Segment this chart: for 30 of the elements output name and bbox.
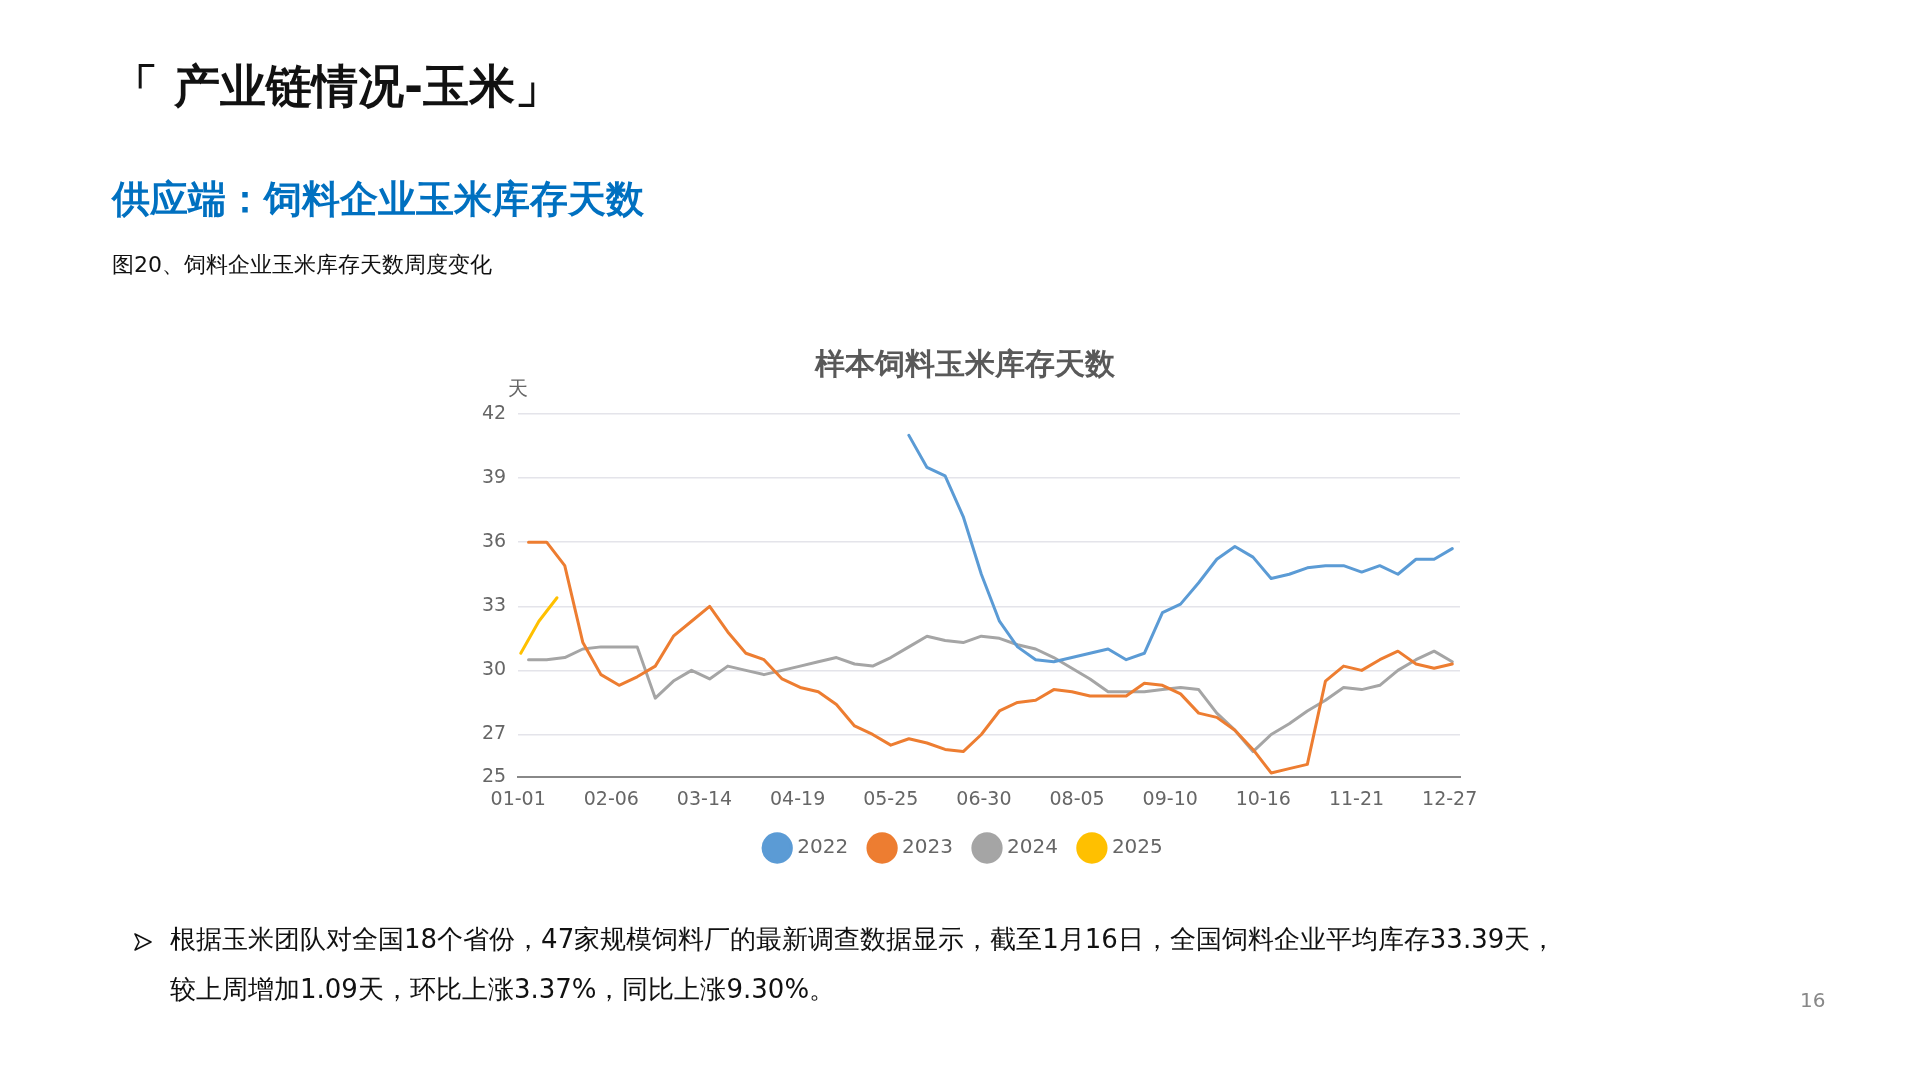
x-tick-label: 12-27 bbox=[1422, 786, 1478, 809]
y-tick-label: 42 bbox=[481, 400, 507, 423]
y-tick-label: 30 bbox=[481, 657, 507, 680]
text: 根据玉米团队对全国18个省份，47家规模饲料厂的最新调查数据显示，截至1月16日，全国饲料企业平均库存33.39天， bbox=[170, 923, 1557, 956]
x-tick-label: 08-05 bbox=[1049, 786, 1105, 809]
chart-title: 样本饲料玉米库存天数 bbox=[814, 345, 1116, 381]
x-tick-label: 09-10 bbox=[1142, 786, 1198, 809]
x-tick-label: 03-14 bbox=[676, 786, 733, 809]
x-tick-label: 02-06 bbox=[583, 786, 639, 809]
x-tick-label: 11-21 bbox=[1328, 786, 1385, 809]
legend-label: 2025 bbox=[1111, 834, 1163, 859]
legend-label: 2022 bbox=[797, 834, 849, 859]
x-tick-label: 06-30 bbox=[956, 786, 1012, 809]
x-tick-label: 05-25 bbox=[863, 786, 919, 809]
text: 「 产业链情况-玉米」 bbox=[112, 58, 562, 115]
legend-label: 2023 bbox=[902, 834, 954, 859]
y-tick-label: 39 bbox=[481, 465, 507, 488]
y-tick-label: 25 bbox=[481, 764, 507, 787]
x-tick-label: 04-19 bbox=[770, 786, 826, 809]
y-tick-label: 33 bbox=[481, 593, 507, 616]
x-tick-label: 01-01 bbox=[490, 786, 546, 809]
text: 16 bbox=[1800, 988, 1826, 1012]
y-axis-title: 天 bbox=[508, 376, 529, 401]
x-tick-label: 10-16 bbox=[1235, 786, 1291, 809]
y-tick-label: 36 bbox=[481, 529, 507, 552]
y-tick-label: 27 bbox=[481, 721, 507, 744]
chart-subtitle: 供应端：饲料企业玉米库存天数 bbox=[112, 176, 644, 223]
legend-label: 2024 bbox=[1007, 834, 1058, 859]
caption: 图20、饲料企业玉米库存天数周度变化 bbox=[112, 251, 492, 279]
text: 较上周增加1.09天，环比上涨3.37%，同比上涨9.30%。 bbox=[170, 973, 836, 1006]
